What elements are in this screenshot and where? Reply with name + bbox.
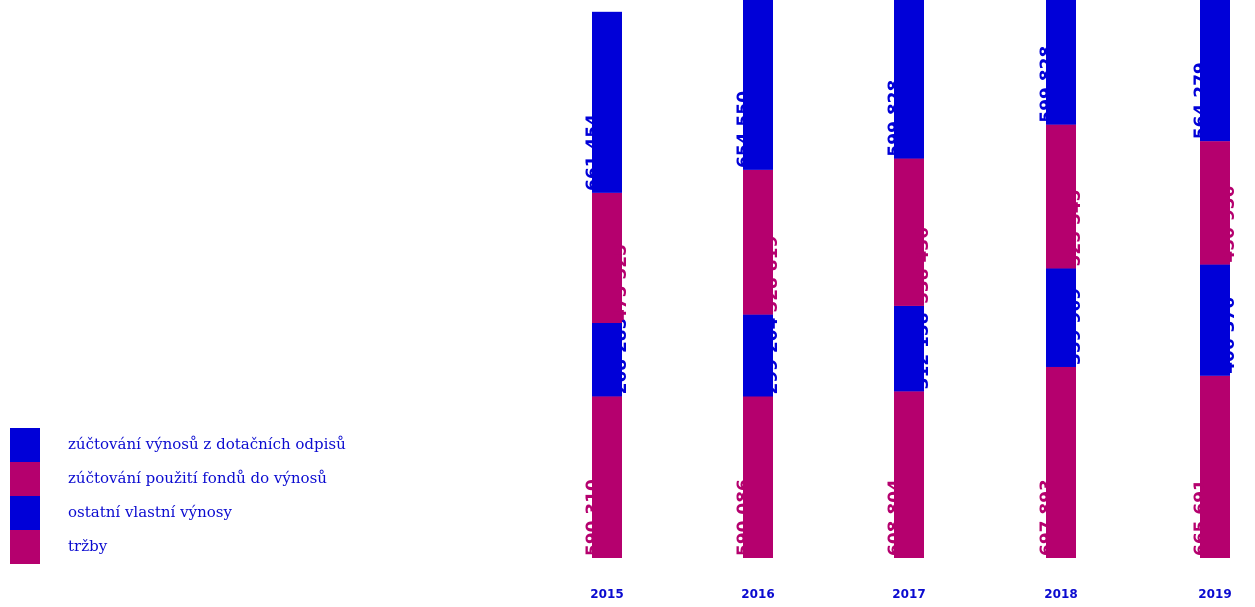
data-label: 590 086 — [734, 479, 754, 556]
legend-label: tržby — [68, 537, 108, 555]
bar-segment-trzby — [743, 396, 773, 558]
data-label: 608 804 — [885, 479, 905, 556]
x-tick-label: 2015 — [590, 587, 623, 601]
x-tick-label: 2016 — [741, 587, 774, 601]
bar-segment-fondy — [592, 192, 622, 324]
data-label: 450 956 — [1219, 186, 1239, 263]
data-label: 665 691 — [1191, 479, 1211, 556]
bar-segment-ostatni-vynosy — [1046, 268, 1076, 367]
bar-segment-dotacni-odpisy — [1046, 0, 1076, 125]
x-tick-label: 2019 — [1198, 587, 1231, 601]
data-label: 599 828 — [885, 80, 905, 157]
bar-segment-trzby — [1046, 366, 1076, 558]
bar-segment-dotacni-odpisy — [743, 0, 773, 170]
data-label: 299 204 — [762, 317, 782, 394]
legend-swatch — [10, 428, 40, 462]
bar-segment-fondy — [1200, 141, 1230, 265]
data-label: 564 279 — [1191, 62, 1211, 139]
data-label: 359 969 — [1065, 288, 1085, 365]
data-label: 661 454 — [583, 114, 603, 191]
data-label: 525 545 — [1065, 190, 1085, 267]
bar-segment-fondy — [1046, 124, 1076, 269]
bar-segment-dotacni-odpisy — [894, 0, 924, 159]
bar-segment-trzby — [894, 391, 924, 558]
bar-segment-trzby — [1200, 375, 1230, 558]
legend-swatch — [10, 530, 40, 564]
data-label: 590 310 — [583, 479, 603, 556]
x-tick-label: 2017 — [892, 587, 925, 601]
legend-label: zúčtování výnosů z dotačních odpisů — [68, 435, 346, 453]
bar-segment-dotacni-odpisy — [592, 11, 622, 193]
legend-swatch — [10, 462, 40, 496]
bar-segment-ostatni-vynosy — [1200, 264, 1230, 376]
legend-swatch — [10, 496, 40, 530]
bar-segment-trzby — [592, 396, 622, 558]
bar-segment-dotacni-odpisy — [1200, 0, 1230, 142]
legend-label: ostatní vlastní výnosy — [68, 503, 232, 521]
data-label: 406 376 — [1219, 297, 1239, 374]
bar-segment-ostatni-vynosy — [894, 305, 924, 392]
data-label: 312 158 — [913, 312, 933, 389]
data-label: 528 819 — [762, 236, 782, 313]
x-tick-label: 2018 — [1044, 587, 1077, 601]
data-label: 697 893 — [1037, 479, 1057, 556]
bar-segment-ostatni-vynosy — [743, 314, 773, 397]
bar-segment-fondy — [743, 169, 773, 315]
data-label: 599 828 — [1037, 46, 1057, 123]
bar-segment-fondy — [894, 158, 924, 306]
data-label: 268 285 — [611, 318, 631, 395]
data-label: 475 525 — [611, 244, 631, 321]
data-label: 538 436 — [913, 227, 933, 304]
legend-label: zúčtování použití fondů do výnosů — [68, 469, 327, 487]
bar-segment-ostatni-vynosy — [592, 323, 622, 397]
data-label: 654 550 — [734, 91, 754, 168]
